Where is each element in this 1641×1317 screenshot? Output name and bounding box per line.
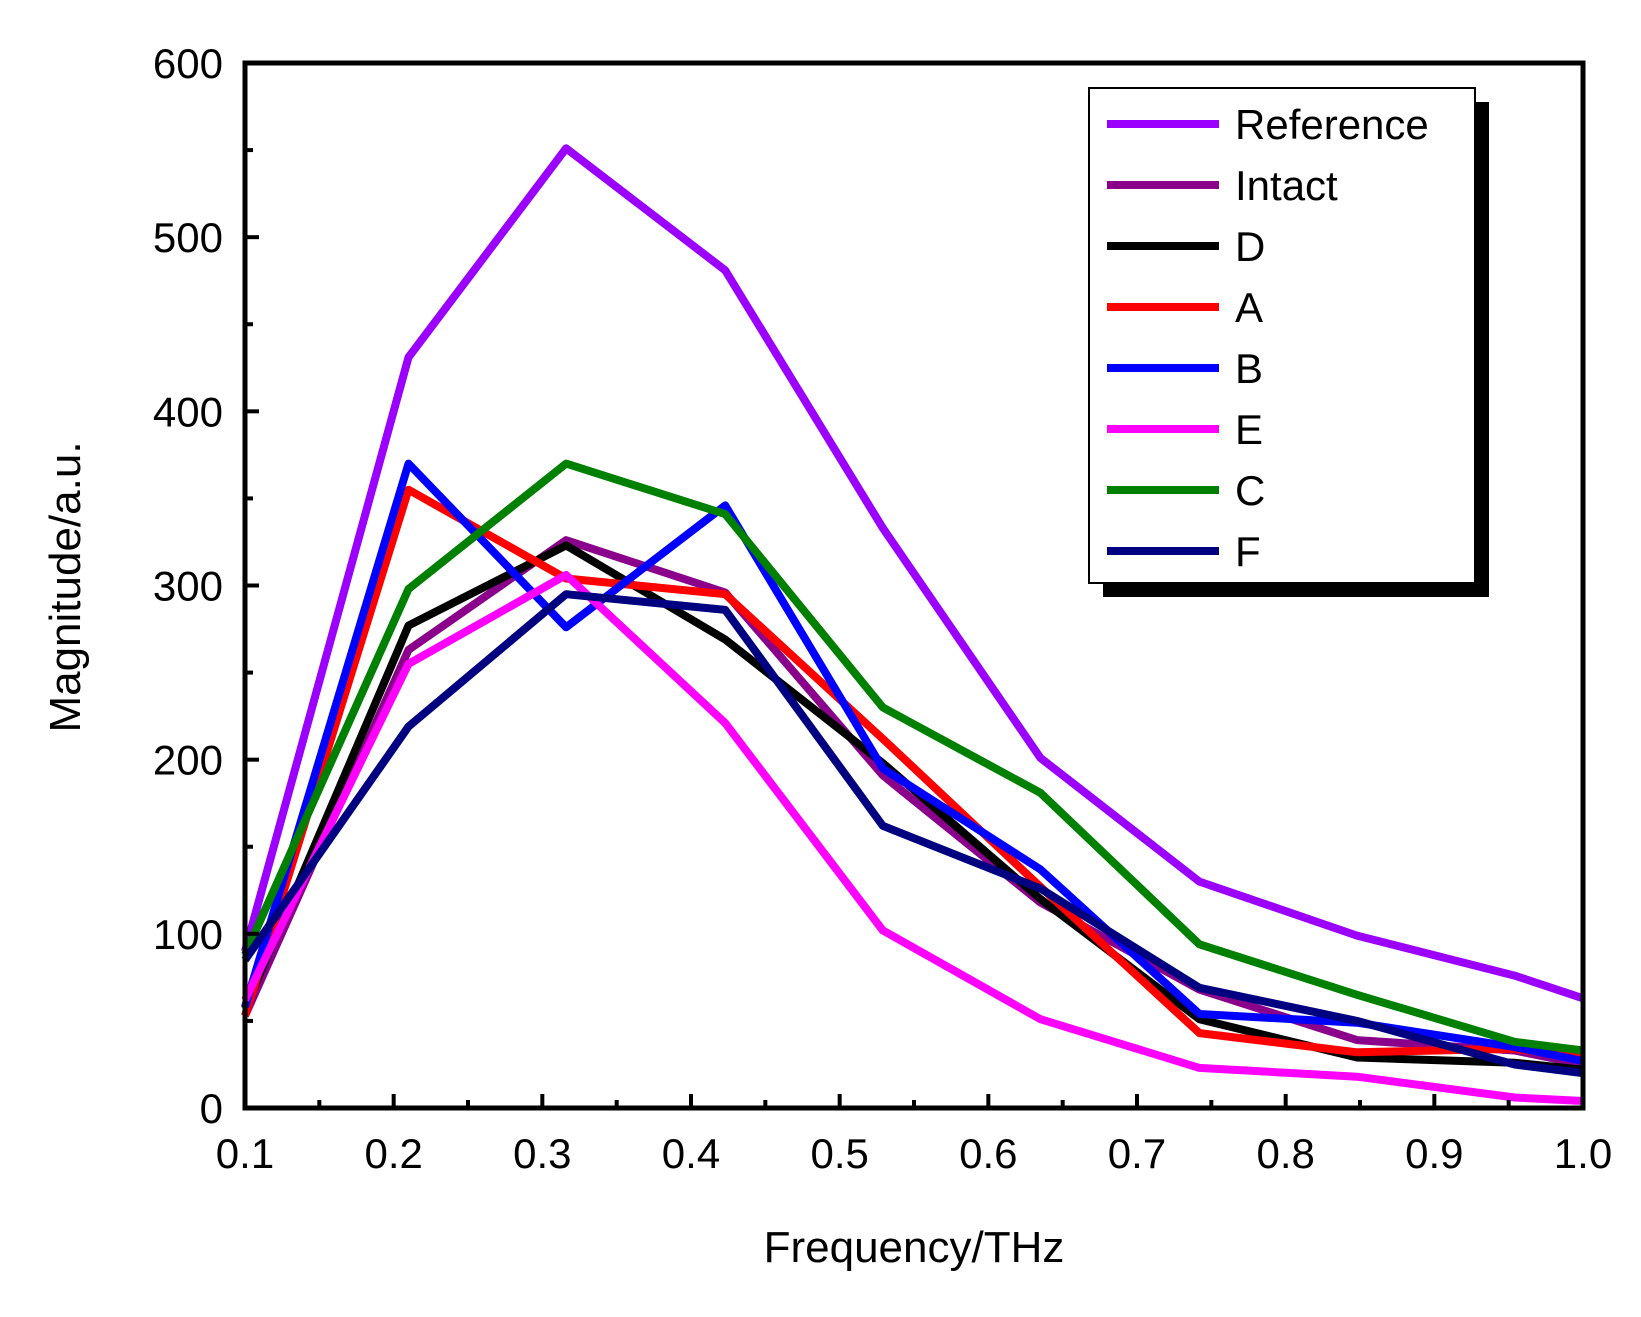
- x-tick-label: 0.7: [1108, 1130, 1166, 1177]
- legend-label-f: F: [1235, 528, 1261, 575]
- y-tick-label: 400: [153, 388, 223, 435]
- series-line-reference: [241, 144, 1585, 1003]
- legend-label-c: C: [1235, 467, 1265, 514]
- y-axis-title: Magnitude/a.u.: [41, 441, 90, 732]
- y-tick-label: 600: [153, 40, 223, 87]
- series-line-b: [241, 459, 1584, 1065]
- y-tick-label: 300: [153, 563, 223, 610]
- legend-box: [1088, 87, 1476, 584]
- series-line-c: [241, 459, 1584, 1055]
- x-tick-label: 0.1: [216, 1130, 274, 1177]
- series-line-f: [241, 590, 1584, 1078]
- legend-label-reference: Reference: [1235, 101, 1429, 148]
- axes-layer: 0.1 0.2 0.3 0.4 0.5 0.6 0.7 0.8 0.9 1.0 0 100 200 300…: [153, 40, 1612, 1177]
- x-tick-label: 0.6: [959, 1130, 1017, 1177]
- series-line-d: [241, 541, 1584, 1074]
- x-tick-label: 0.2: [364, 1130, 422, 1177]
- x-tick-label: 1.0: [1554, 1130, 1612, 1177]
- x-tick-label: 0.5: [810, 1130, 868, 1177]
- x-tick-label: 0.3: [513, 1130, 571, 1177]
- x-tick-label: 0.8: [1256, 1130, 1314, 1177]
- series-layer: [241, 144, 1585, 1105]
- y-tick-label: 0: [200, 1085, 223, 1132]
- y-tick-label: 100: [153, 911, 223, 958]
- x-tick-label: 0.9: [1405, 1130, 1463, 1177]
- legend-label-e: E: [1235, 406, 1263, 453]
- series-line-a: [241, 485, 1584, 1062]
- legend-label-a: A: [1235, 284, 1263, 331]
- x-axis-title: Frequency/THz: [764, 1223, 1065, 1272]
- y-tick-label: 500: [153, 214, 223, 261]
- y-tick-label: 200: [153, 737, 223, 784]
- x-tick-label: 0.4: [662, 1130, 720, 1177]
- series-line-e: [241, 571, 1584, 1105]
- series-line-intact: [241, 536, 1584, 1069]
- legend-label-intact: Intact: [1235, 162, 1338, 209]
- legend-label-d: D: [1235, 223, 1265, 270]
- legend-label-b: B: [1235, 345, 1263, 392]
